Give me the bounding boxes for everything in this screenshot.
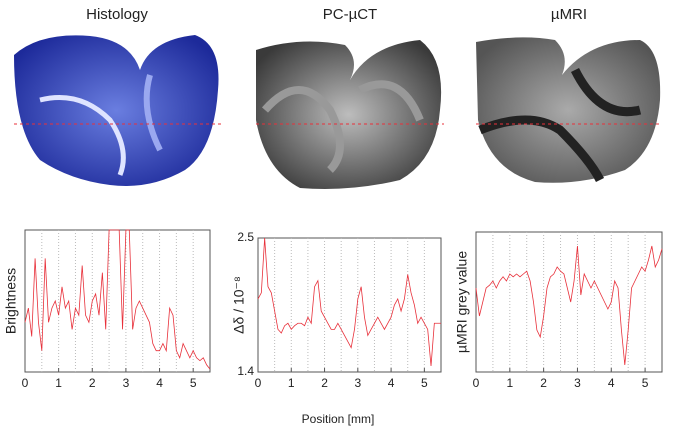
- umri-image: [476, 37, 662, 183]
- data-line: [475, 245, 663, 366]
- panel-title: Histology: [86, 6, 148, 23]
- histology-image: [14, 35, 222, 186]
- x-tick-label: 4: [388, 376, 395, 390]
- y-tick-label: 1.4: [237, 364, 254, 378]
- plot-frame: [24, 229, 211, 373]
- x-tick-label: 0: [473, 376, 480, 390]
- plot-frame: [475, 231, 663, 373]
- data-line: [257, 237, 441, 366]
- x-tick-label: 5: [642, 376, 649, 390]
- y-axis-label: µMRI grey value: [454, 251, 470, 353]
- x-tick-label: 1: [55, 376, 62, 390]
- x-tick-label: 0: [255, 376, 262, 390]
- data-line: [24, 229, 211, 370]
- y-tick-label: 2.5: [237, 230, 254, 244]
- x-tick-label: 2: [540, 376, 547, 390]
- panel-title: PC-µCT: [323, 6, 377, 23]
- x-tick-label: 0: [22, 376, 29, 390]
- panel-title: µMRI: [551, 6, 587, 23]
- x-tick-label: 1: [506, 376, 513, 390]
- x-tick-label: 3: [123, 376, 130, 390]
- x-tick-label: 5: [190, 376, 197, 390]
- x-axis-label: Position [mm]: [302, 412, 375, 426]
- x-tick-label: 2: [89, 376, 96, 390]
- y-axis-label: Δδ / 10⁻⁸: [231, 276, 247, 334]
- x-tick-label: 3: [574, 376, 581, 390]
- plot-frame: [257, 237, 442, 373]
- x-tick-label: 4: [156, 376, 163, 390]
- x-tick-label: 4: [608, 376, 615, 390]
- x-tick-label: 3: [354, 376, 361, 390]
- x-tick-label: 5: [421, 376, 428, 390]
- pc-uct-image: [256, 40, 444, 189]
- x-tick-label: 2: [321, 376, 328, 390]
- y-axis-label: Brightness: [3, 268, 19, 334]
- x-tick-label: 1: [288, 376, 295, 390]
